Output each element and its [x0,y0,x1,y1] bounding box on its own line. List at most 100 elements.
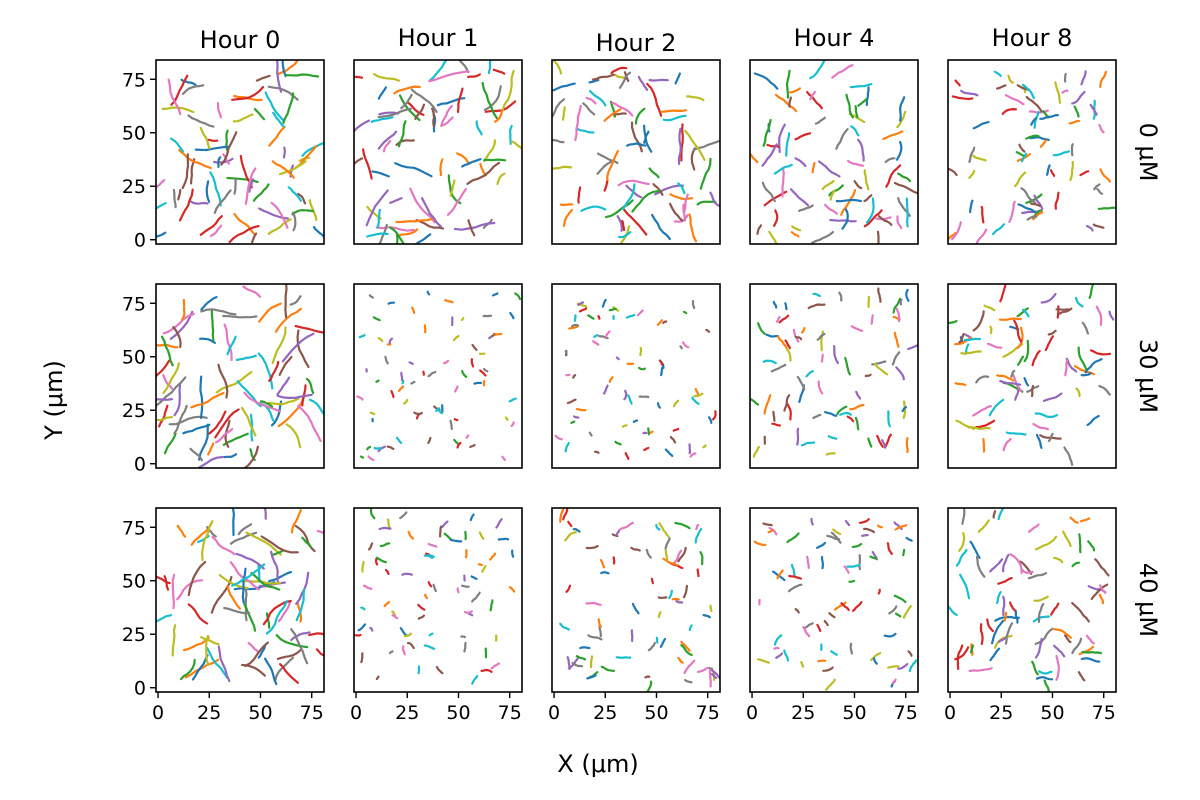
track [260,535,299,554]
track [980,205,985,224]
track [891,351,901,366]
track [559,203,574,207]
track [279,663,299,684]
track [895,307,901,323]
track [423,644,436,650]
track [972,310,985,332]
track [781,167,785,198]
track [1069,160,1074,182]
track [407,530,415,540]
track [562,508,569,521]
track [387,301,395,305]
track [379,542,391,548]
track [354,157,364,166]
track [305,377,315,395]
track [360,606,366,611]
track [201,520,214,562]
track [1022,308,1030,318]
track [999,380,1022,386]
track [377,337,384,343]
track [886,542,893,555]
track [615,530,621,537]
track [1032,422,1049,431]
track [377,107,412,119]
track [233,581,276,591]
track [295,145,318,169]
track [693,392,704,398]
track [857,97,868,107]
track [456,441,462,449]
track [244,167,257,205]
track [449,419,453,430]
track [384,355,389,365]
track [214,428,234,444]
track [394,162,433,178]
track [1020,152,1028,163]
track [854,416,860,431]
track [578,307,588,313]
track [696,568,700,578]
track [208,410,227,435]
track [177,189,182,201]
track [365,189,389,227]
track [828,612,836,619]
track [252,183,270,202]
track [199,337,216,344]
track [1033,194,1044,210]
track [794,132,812,141]
track [559,508,565,523]
track [376,208,381,229]
track [608,376,614,383]
track [968,169,976,179]
panel-r0-c2 [551,59,721,245]
panel-grid: 0 25 50 75 0 25 50 75 0 25 50 75 0 25 50 75 0 25 50 75 0 25 50… [122,59,1117,724]
track [262,599,292,626]
track [948,605,958,617]
track [487,60,492,75]
track [604,199,634,219]
track [1074,296,1084,308]
track [470,358,474,368]
track [403,398,409,405]
track [463,610,473,614]
track [235,354,257,361]
track [658,522,670,538]
track [413,411,423,416]
track [893,181,918,195]
track [1071,561,1080,568]
track [849,404,865,411]
track [414,103,426,120]
track [488,335,492,340]
track [1084,358,1103,374]
track [267,397,300,406]
x-tick-label: 75 [300,702,324,724]
track [683,193,689,214]
track [231,86,265,101]
track [798,204,814,212]
tracks [750,60,918,244]
track [977,519,990,533]
track [492,68,506,75]
track [301,536,312,548]
track [636,309,644,317]
track [762,359,777,365]
y-tick-label: 75 [122,69,146,91]
track [1016,84,1029,91]
track [1038,670,1053,675]
panel-frame [353,283,523,469]
track [824,411,838,417]
track [265,600,288,635]
track [209,224,223,237]
track [680,640,691,652]
track [479,369,487,377]
track [429,60,448,82]
track [887,410,891,428]
track [1033,595,1049,602]
x-tick-label: 75 [894,702,918,724]
track [570,420,576,424]
track [888,605,898,615]
track [969,540,981,559]
track [756,224,763,235]
track [902,548,906,557]
track [375,226,415,232]
